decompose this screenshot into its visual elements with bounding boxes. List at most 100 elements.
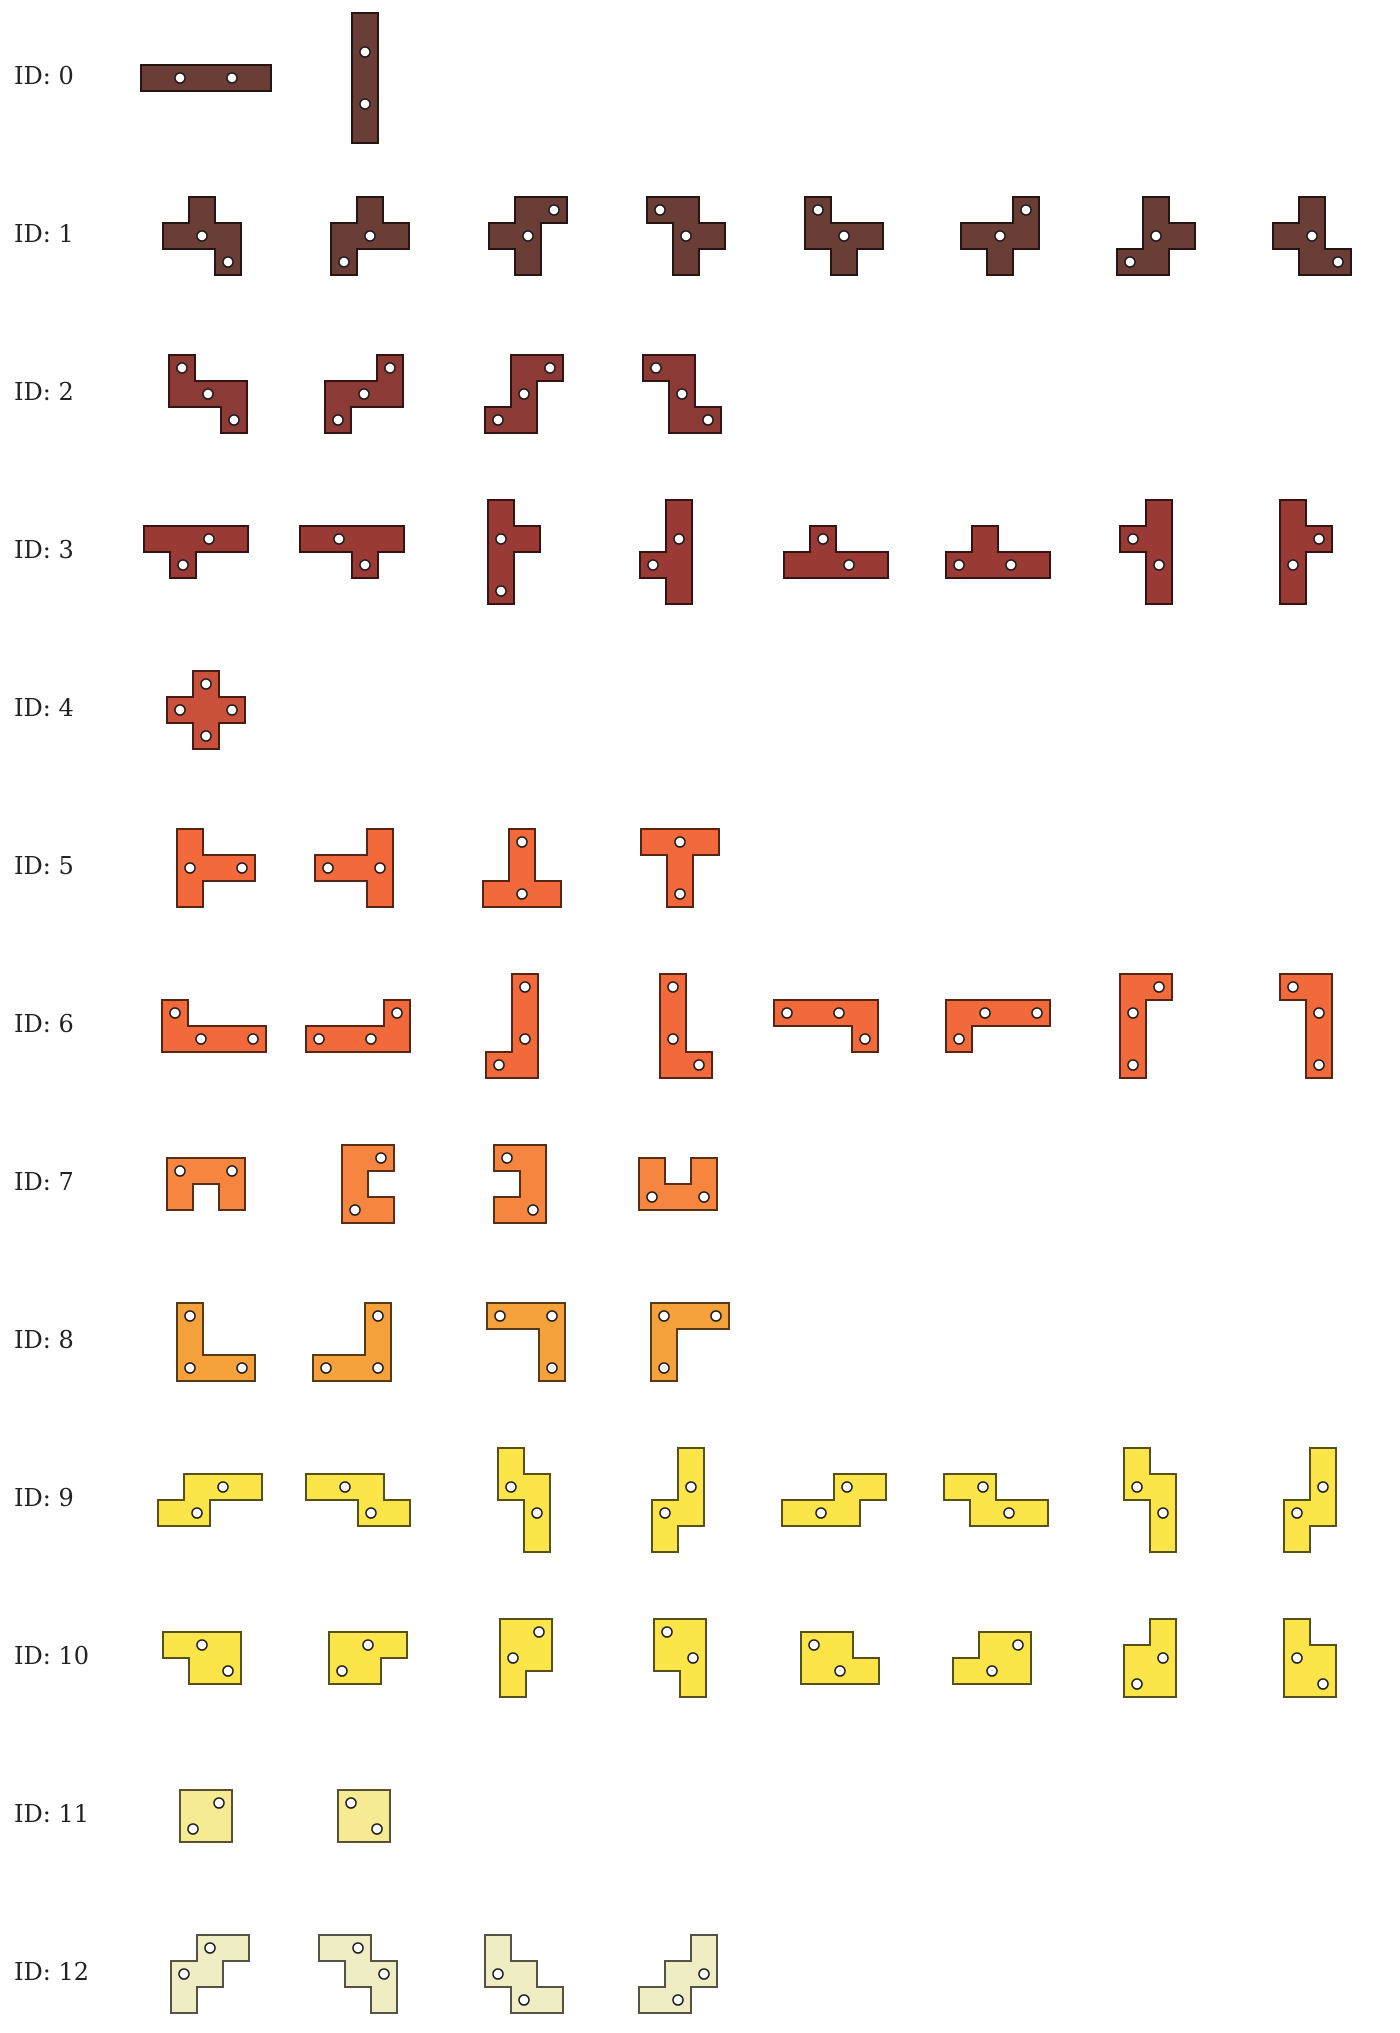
piece-body xyxy=(318,1934,398,2014)
piece-id-1-variant-6 xyxy=(960,196,1040,276)
piece-id-10-variant-7 xyxy=(1123,1618,1177,1698)
piece-dot xyxy=(518,388,530,400)
piece-dot xyxy=(204,1942,216,1954)
piece-dot xyxy=(698,1191,710,1203)
piece-id-9-variant-3 xyxy=(497,1447,551,1553)
piece-dot xyxy=(184,1362,196,1374)
piece-dot xyxy=(533,1626,545,1638)
piece-dot xyxy=(507,1652,519,1664)
piece-dot xyxy=(1127,533,1139,545)
piece-id-7-variant-2 xyxy=(341,1144,395,1224)
piece-dot xyxy=(374,862,386,874)
piece-body xyxy=(945,999,1051,1053)
piece-dot xyxy=(667,981,679,993)
piece-body xyxy=(157,1473,263,1527)
piece-body xyxy=(305,999,411,1053)
piece-dot xyxy=(184,862,196,874)
piece-body xyxy=(651,1447,705,1553)
piece-dot xyxy=(203,533,215,545)
piece-body xyxy=(328,1631,408,1685)
piece-dot xyxy=(1291,1507,1303,1519)
piece-id-5-variant-1 xyxy=(176,828,256,908)
piece-id-7-variant-1 xyxy=(166,1157,246,1211)
piece-body xyxy=(497,1447,551,1553)
piece-id-3-variant-3 xyxy=(487,499,541,605)
piece-dot xyxy=(359,46,371,58)
piece-dot xyxy=(647,559,659,571)
piece-id-6-variant-3 xyxy=(485,973,539,1079)
piece-dot xyxy=(196,230,208,242)
piece-dot xyxy=(365,1033,377,1045)
piece-dot xyxy=(1287,981,1299,993)
piece-dot xyxy=(1332,256,1344,268)
piece-dot xyxy=(841,1481,853,1493)
piece-id-4-variant-1 xyxy=(166,670,246,750)
piece-dot xyxy=(495,533,507,545)
piece-id-10-variant-6 xyxy=(952,1631,1032,1685)
piece-dot xyxy=(1150,230,1162,242)
piece-id-2-variant-1 xyxy=(168,354,248,434)
piece-body xyxy=(486,1302,566,1382)
piece-dot xyxy=(1157,1652,1169,1664)
piece-dot xyxy=(658,1362,670,1374)
piece-body xyxy=(176,828,256,908)
piece-dot xyxy=(1031,1007,1043,1019)
piece-id-9-variant-6 xyxy=(943,1473,1049,1527)
piece-body xyxy=(162,1631,242,1685)
piece-dot xyxy=(494,1310,506,1322)
piece-dot xyxy=(516,888,528,900)
row-label-id-10: ID: 10 xyxy=(14,1642,89,1670)
piece-dot xyxy=(994,230,1006,242)
piece-dot xyxy=(1003,1507,1015,1519)
row-label-id-4: ID: 4 xyxy=(14,694,74,722)
piece-dot xyxy=(365,1507,377,1519)
piece-id-3-variant-5 xyxy=(783,525,889,579)
piece-dot xyxy=(1124,256,1136,268)
piece-body xyxy=(485,973,539,1079)
piece-dot xyxy=(226,704,238,716)
piece-body xyxy=(312,1302,392,1382)
piece-id-6-variant-8 xyxy=(1279,973,1333,1079)
piece-dot xyxy=(531,1507,543,1519)
piece-dot xyxy=(177,559,189,571)
piece-id-9-variant-4 xyxy=(651,1447,705,1553)
piece-id-9-variant-2 xyxy=(305,1473,411,1527)
piece-body xyxy=(140,64,272,92)
row-label-id-2: ID: 2 xyxy=(14,378,74,406)
piece-dot xyxy=(226,72,238,84)
piece-dot xyxy=(518,1994,530,2006)
piece-dot xyxy=(322,862,334,874)
piece-dot xyxy=(986,1665,998,1677)
piece-body xyxy=(800,1631,880,1685)
piece-id-1-variant-1 xyxy=(162,196,242,276)
piece-body xyxy=(650,1302,730,1382)
piece-body xyxy=(179,1789,233,1843)
piece-dot xyxy=(661,1626,673,1638)
piece-dot xyxy=(1317,1678,1329,1690)
piece-id-3-variant-4 xyxy=(639,499,693,605)
piece-id-9-variant-7 xyxy=(1123,1447,1177,1553)
piece-dot xyxy=(1020,204,1032,216)
piece-id-11-variant-1 xyxy=(179,1789,233,1843)
piece-body xyxy=(1119,973,1173,1079)
piece-id-10-variant-1 xyxy=(162,1631,242,1685)
piece-dot xyxy=(674,836,686,848)
piece-dot xyxy=(338,256,350,268)
piece-dot xyxy=(859,1033,871,1045)
piece-id-1-variant-7 xyxy=(1116,196,1196,276)
row-label-id-6: ID: 6 xyxy=(14,1010,74,1038)
piece-dot xyxy=(213,1797,225,1809)
piece-body xyxy=(314,828,394,908)
piece-id-8-variant-4 xyxy=(650,1302,730,1382)
piece-id-6-variant-2 xyxy=(305,999,411,1053)
piece-dot xyxy=(375,1152,387,1164)
piece-dot xyxy=(174,72,186,84)
piece-id-5-variant-2 xyxy=(314,828,394,908)
piece-dot xyxy=(222,256,234,268)
piece-dot xyxy=(364,230,376,242)
piece-dot xyxy=(527,1204,539,1216)
piece-body xyxy=(161,999,267,1053)
row-label-id-0: ID: 0 xyxy=(14,62,74,90)
piece-body xyxy=(1283,1618,1337,1698)
